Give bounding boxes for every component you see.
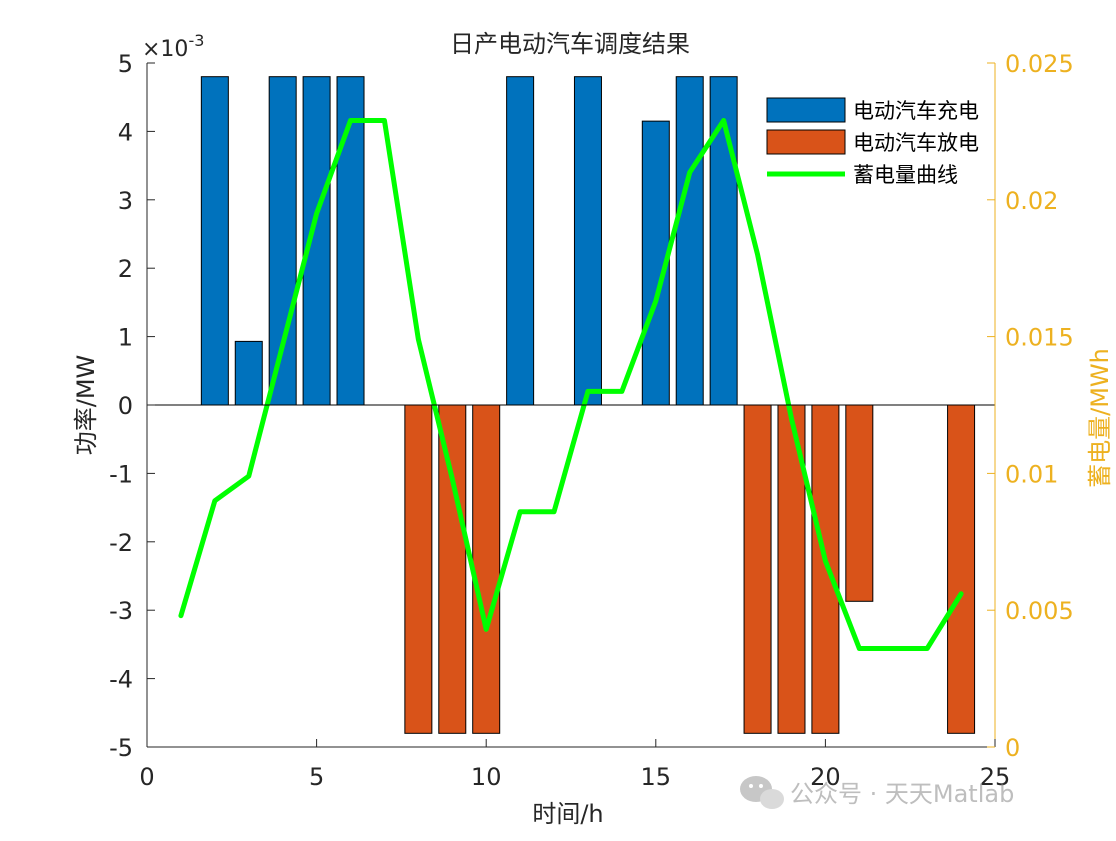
y-left-tick-label: -3 [109,597,133,625]
y-left-tick-label: 2 [118,255,133,283]
axis-exponent-power: -3 [188,31,204,50]
x-axis-label: 时间/h [532,800,603,828]
legend-label: 蓄电量曲线 [853,163,958,187]
x-tick-label: 20 [810,763,841,791]
x-tick-label: 15 [641,763,672,791]
y-right-tick-label: 0 [1005,734,1020,762]
axis-exponent: ×10-3 [142,31,204,62]
chart-title: 日产电动汽车调度结果 [450,30,690,58]
y-left-tick-label: 1 [118,324,133,352]
axis-exponent-base: ×10 [142,37,188,62]
y-left-tick-label: 3 [118,187,133,215]
y-axis-left-label: 功率/MW [72,355,100,456]
y-right-tick-label: 0.005 [1005,597,1074,625]
bar-discharge [472,404,501,734]
y-left-tick-label: -4 [109,666,133,694]
watermark: 公众号 · 天天Matlab [740,776,1014,809]
legend-label: 电动汽车放电 [853,131,979,155]
y-left-tick-label: 0 [118,392,133,420]
bar-discharge [743,404,772,734]
y-right-tick-label: 0.02 [1005,187,1058,215]
y-left-tick-label: -1 [109,460,133,488]
y-right-tick-label: 0.015 [1005,324,1074,352]
y-axis-right-label: 蓄电量/MWh [1086,348,1114,488]
legend-label: 电动汽车充电 [853,99,979,123]
bar-discharge [845,404,874,602]
legend-swatch [766,97,846,123]
y-left-tick-label: 5 [118,50,133,78]
x-tick-label: 5 [309,763,324,791]
x-tick-label: 25 [980,763,1011,791]
y-left-tick-label: -2 [109,529,133,557]
bar-discharge [438,404,467,734]
wechat-icon [740,776,784,809]
bar-discharge [811,404,840,734]
bar-charge [675,76,704,406]
axes-layer: 0 5 10 15 20 25543210-1-2-3-4-50.0250.020.015… [109,50,1074,791]
y-left-tick-label: 4 [118,118,133,146]
y-right-tick-label: 0.025 [1005,50,1074,78]
y-right-tick-label: 0.01 [1005,460,1058,488]
line-layer [178,117,964,652]
x-tick-label: 0 [139,763,154,791]
bar-charge [234,340,263,406]
storage-curve-line [178,117,964,652]
bar-charge [506,76,535,406]
bar-discharge [947,404,976,734]
watermark-text: 公众号 · 天天Matlab [790,780,1014,808]
y-left-tick-label: -5 [109,734,133,762]
bar-charge [200,76,229,406]
bar-charge [268,76,297,406]
bars-layer [200,76,976,734]
legend-swatch [766,129,846,155]
x-tick-label: 10 [471,763,502,791]
bar-discharge [404,404,433,734]
bar-charge [573,76,602,406]
